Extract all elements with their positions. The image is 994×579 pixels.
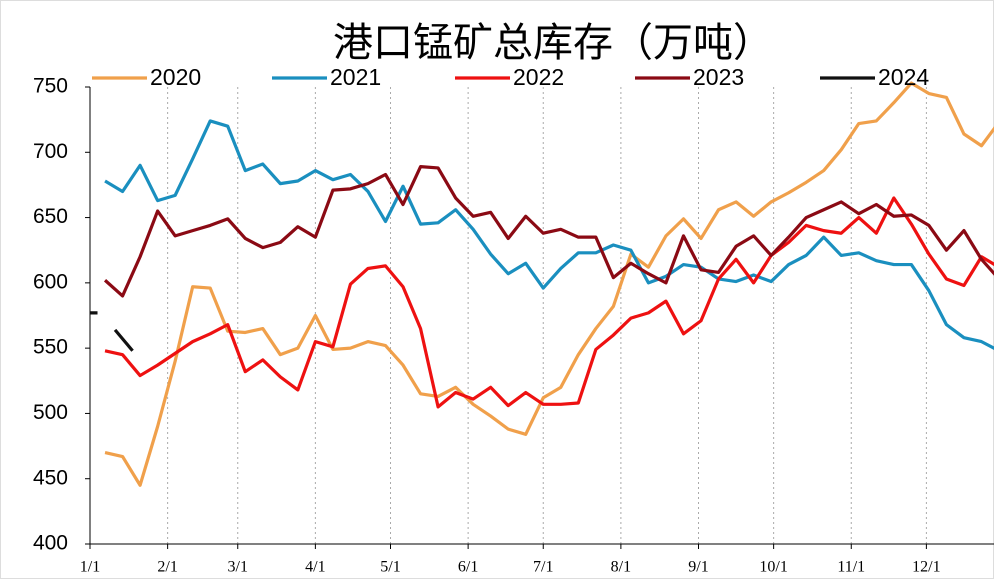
x-tick-label: 2/1	[157, 559, 177, 576]
x-tick-label: 12/1	[912, 559, 940, 576]
y-tick-label: 500	[33, 401, 68, 424]
x-tick-label: 5/1	[380, 559, 400, 576]
x-tick-label: 11/1	[837, 559, 865, 576]
x-tick-label: 6/1	[458, 559, 478, 576]
series-line	[104, 119, 994, 350]
y-tick-label: 550	[33, 336, 68, 359]
series-line	[103, 165, 994, 298]
plot	[90, 81, 994, 487]
legend-label: 2023	[693, 64, 744, 90]
x-tick-label: 4/1	[305, 559, 325, 576]
x-tick-label: 8/1	[611, 559, 631, 576]
series-line	[90, 311, 134, 352]
y-tick-label: 700	[33, 140, 68, 163]
legend-label: 2020	[150, 64, 201, 90]
series-line	[104, 81, 994, 487]
legend-label: 2021	[330, 64, 381, 90]
x-tick-label: 10/1	[759, 559, 787, 576]
legend-label: 2022	[513, 64, 564, 90]
y-tick-label: 750	[33, 75, 68, 98]
chart-title: 港口锰矿总库存（万吨）	[333, 20, 773, 66]
legend-label: 2024	[878, 64, 929, 90]
y-tick-label: 450	[33, 466, 68, 489]
x-tick-label: 9/1	[688, 559, 708, 576]
y-tick-label: 600	[33, 270, 68, 293]
x-tick-label: 7/1	[533, 559, 553, 576]
y-tick-label: 400	[33, 532, 68, 555]
x-tick-label: 3/1	[228, 559, 248, 576]
y-tick-label: 650	[33, 205, 68, 228]
x-tick-label: 1/1	[80, 559, 100, 576]
series-line	[104, 196, 994, 409]
